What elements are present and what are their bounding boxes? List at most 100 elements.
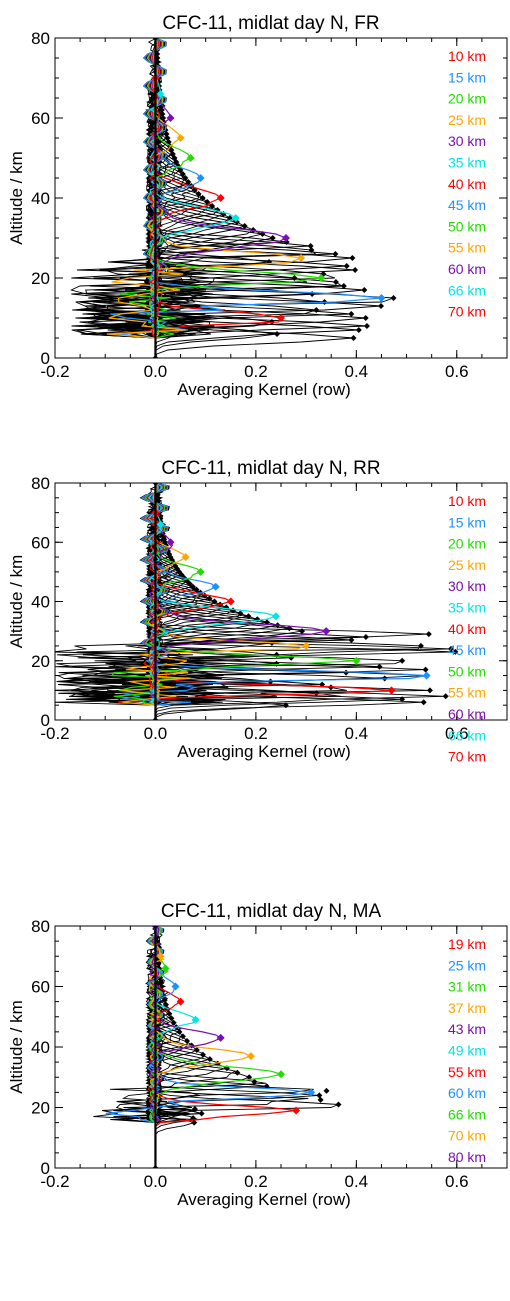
legend-entry: 55 km	[448, 1064, 486, 1080]
y-tick-label: 0	[41, 1159, 50, 1178]
legend-entry: 60 km	[448, 706, 486, 722]
kernel-peak-marker	[170, 1019, 177, 1026]
series-peak-marker	[322, 627, 331, 636]
series-peak-marker	[246, 1052, 255, 1061]
kernel-peak-marker	[241, 223, 248, 229]
kernel-peak-marker	[263, 1083, 270, 1090]
series-curve	[105, 926, 312, 1168]
legend-entry: 80 km	[448, 1149, 486, 1165]
chart-title: CFC-11, midlat day N, RR	[161, 458, 380, 479]
legend-entry: 20 km	[448, 91, 486, 107]
legend-entry: 31 km	[448, 979, 486, 995]
series-peak-marker	[176, 134, 185, 142]
series-peak-marker	[211, 582, 220, 591]
kernel-peak-marker	[166, 1010, 173, 1017]
kernel-peak-marker	[206, 595, 213, 602]
legend-entry: 25 km	[448, 112, 486, 128]
legend-entry: 10 km	[448, 48, 486, 64]
kernel-peak-marker	[343, 263, 350, 269]
legend-entry: 70 km	[448, 749, 486, 765]
y-axis-label: Altitude / km	[7, 555, 26, 649]
series-peak-marker	[216, 1033, 225, 1042]
series-peak-marker	[161, 964, 170, 973]
x-tick-label: 0.6	[445, 1172, 469, 1191]
x-axis-label: Averaging Kernel (row)	[177, 742, 351, 761]
legend-entry: 15 km	[448, 69, 486, 85]
kernel-peak-marker	[313, 690, 320, 697]
kernel-curve	[58, 483, 380, 720]
series-peak-marker	[226, 597, 235, 606]
series-peak-marker	[422, 671, 431, 680]
series-curve	[148, 926, 284, 1168]
legend-entry: 10 km	[448, 493, 486, 509]
kernel-peak-marker	[363, 323, 370, 329]
legend-entry: 55 km	[448, 240, 486, 256]
y-tick-label: 0	[41, 349, 50, 368]
legend-entry: 15 km	[448, 514, 486, 530]
legend-entry: 66 km	[448, 282, 486, 298]
kernel-peak-marker	[317, 1096, 324, 1103]
y-tick-label: 20	[31, 652, 50, 671]
kernel-peak-marker	[420, 699, 427, 706]
kernel-peak-marker	[199, 1051, 206, 1058]
y-tick-label: 40	[31, 1038, 50, 1057]
kernel-peak-marker	[199, 195, 206, 201]
kernel-peak-marker	[182, 175, 189, 181]
y-tick-label: 60	[31, 109, 50, 128]
series-peak-marker	[297, 254, 306, 262]
y-tick-label: 20	[31, 1099, 50, 1118]
series-peak-marker	[156, 520, 165, 529]
kernel-curve	[91, 38, 394, 358]
zero-top-marker	[152, 926, 159, 929]
series-peak-marker	[216, 194, 225, 202]
y-tick-label: 80	[31, 917, 50, 936]
x-tick-label: 0.2	[244, 1172, 268, 1191]
kernel-peak-marker	[361, 287, 368, 293]
legend-entry: 70 km	[448, 304, 486, 320]
series-peak-marker	[191, 1015, 200, 1024]
kernel-peak-marker	[176, 1028, 183, 1035]
kernel-curves	[69, 38, 397, 358]
kernel-peak-marker	[316, 1092, 323, 1099]
chart-panel-2: CFC-11, midlat day N, RR -0.2 0.0 0.2 0.4 0.6…	[7, 458, 508, 765]
legend-entry: 66 km	[448, 727, 486, 743]
kernel-peak-marker	[335, 1101, 342, 1108]
zero-top-marker	[152, 483, 159, 486]
legend-entry: 35 km	[448, 155, 486, 171]
chart-panel-1: CFC-11, midlat day N, FR -0.2 0.0 0.2 0.4 0.6…	[7, 13, 508, 399]
series-peak-marker	[377, 294, 386, 302]
kernel-peak-marker	[355, 327, 362, 333]
legend-entry: 60 km	[448, 1085, 486, 1101]
x-tick-label: 0.6	[445, 724, 469, 743]
kernel-peak-marker	[237, 610, 244, 617]
kernel-peak-marker	[193, 1047, 200, 1053]
x-tick-label: 0.0	[144, 724, 168, 743]
kernel-peak-marker	[343, 669, 350, 676]
x-tick-label: 0.4	[345, 362, 369, 381]
zero-top-marker	[152, 38, 159, 41]
series-peak-marker	[277, 314, 285, 322]
legend-entry: 45 km	[448, 642, 486, 658]
y-tick-label: 20	[31, 269, 50, 288]
kernel-curve	[93, 926, 320, 1168]
legend-entry: 20 km	[448, 536, 486, 552]
x-axis-label: Averaging Kernel (row)	[177, 380, 351, 399]
legend-entry: 30 km	[448, 133, 486, 149]
series-peak-marker	[156, 952, 165, 961]
y-tick-label: 60	[31, 533, 50, 552]
y-tick-label: 40	[31, 189, 50, 208]
kernel-peak-marker	[209, 203, 216, 209]
series-curve	[148, 38, 161, 358]
kernel-peak-marker	[349, 255, 356, 261]
kernel-peak-marker	[378, 303, 384, 309]
kernel-peak-marker	[251, 1078, 258, 1085]
kernel-peak-marker	[340, 283, 347, 289]
kernel-curve	[71, 38, 311, 358]
x-tick-label: 0.2	[244, 362, 268, 381]
kernel-peak-marker	[399, 657, 406, 664]
zero-bottom-marker	[152, 1165, 159, 1168]
x-tick-label: 0.4	[345, 724, 369, 743]
series-peak-marker	[166, 114, 175, 122]
kernel-peak-marker	[348, 311, 355, 317]
x-tick-label: 0.0	[144, 1172, 168, 1191]
